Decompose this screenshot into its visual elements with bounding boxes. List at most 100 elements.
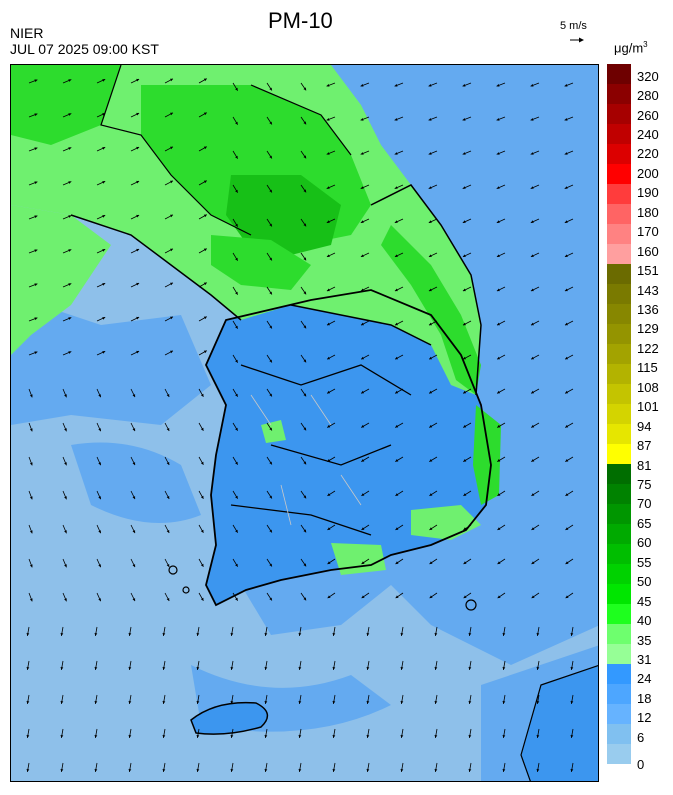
wind-arrow-head [203,214,207,218]
wind-arrow-head [496,152,500,155]
wind-arrow-head [496,186,500,189]
wind-arrow-head [203,282,207,286]
coastline-south [205,289,492,607]
wind-arrow-head [132,598,136,602]
wind-arrow-head [332,667,336,670]
scale-tick-label: 81 [637,457,652,473]
wind-arrow-head [26,769,30,772]
wind-arrow-head [235,325,238,329]
wind-arrow-head [531,390,535,394]
wind-arrow-head [570,633,574,636]
wind-arrow-head [34,317,38,321]
wind-arrow-head [102,181,106,184]
wind-arrow-head [564,152,568,155]
wind-arrow-head [136,112,140,116]
wind-arrow-head [170,214,173,218]
scale-swatch [607,524,631,545]
wind-arrow-head [531,322,534,326]
wind-arrow-head [327,356,331,360]
wind-arrow-head [395,322,398,326]
wind-arrow-head [68,181,72,184]
wind-arrow-head [60,667,64,670]
wind-arrow-head [298,633,302,636]
wind-arrow-head [269,155,272,159]
wind-arrow-head [536,701,540,704]
wind-arrow-head [264,735,268,738]
wind-arrow-head [98,428,101,432]
wind-arrow-head [68,79,72,82]
wind-arrow-head [429,424,433,428]
wind-arrow-head [235,563,238,567]
wind-arrow-head [332,769,336,772]
wind-arrow-head [570,735,574,738]
wind-arrow-head [235,257,238,261]
wind-arrow-head [230,735,234,738]
wind-arrow-head [531,459,535,462]
wind-arrow-head [200,427,204,431]
wind-arrow-head [428,186,432,189]
wind-arrow-head [462,83,466,87]
scale-tick-label: 35 [637,632,652,648]
wind-arrow-head [463,561,467,564]
wind-arrow-head [196,701,200,704]
wind-arrow-head [235,359,238,363]
wind-arrow-head [326,118,330,121]
wind-arrow-head [326,220,330,223]
scale-swatch [607,64,631,85]
wind-arrow-head [530,288,534,292]
wind-arrow-head [536,769,540,772]
wind-arrow-head [570,769,574,772]
wind-arrow-head [496,254,500,257]
wind-arrow-head [34,249,38,253]
wind-arrow-head [361,527,365,530]
wind-arrow-head [463,493,467,496]
wind-arrow-head [303,529,307,533]
wind-arrow-head [564,288,568,292]
wind-arrow-head [394,118,398,121]
wind-arrow-head [502,769,506,772]
scale-swatch [607,504,631,525]
color-scale-bar [607,64,631,765]
scale-swatch [607,304,631,325]
scale-tick-label: 190 [637,185,659,201]
wind-arrow-head [136,146,140,150]
agency-label: NIER [10,25,44,41]
wind-arrow-head [400,735,404,738]
wind-arrow-head [269,393,272,397]
wind-arrow-head [128,701,132,704]
scale-tick-label: 12 [637,710,652,726]
scale-swatch [607,204,631,225]
scale-swatch [607,124,631,145]
wind-arrow-head [434,769,438,772]
wind-arrow-head [200,563,204,567]
wind-arrow-head [269,461,272,465]
wind-arrow-head [428,220,432,223]
wind-arrow-head [468,701,472,704]
wind-arrow-head [132,564,136,568]
scale-swatch [607,284,631,305]
wind-arrow-head [170,316,173,320]
wind-arrow-head [360,83,364,87]
wind-arrow-head [360,254,364,257]
map-title: PM-10 [268,8,333,33]
wind-arrow-head [162,735,166,738]
wind-arrow-head [326,83,330,87]
scale-tick-label: 50 [637,574,652,590]
wind-arrow-head [98,564,101,568]
wind-arrow-head [200,529,204,533]
wind-arrow-head [400,701,404,704]
wind-arrow-head [132,394,136,398]
scale-swatch [607,484,631,505]
wind-arrow-head [132,496,136,500]
wind-arrow-head [502,667,506,670]
province-boundary [230,364,412,536]
wind-arrow-head [565,561,569,564]
province-boundary [100,65,352,236]
wind-arrow-head [98,598,101,602]
wind-arrow-head [468,735,472,738]
wind-arrow-head [497,459,501,462]
wind-arrow-head [230,701,234,704]
wind-arrow-head [269,223,272,227]
wind-arrow-head [166,462,170,465]
wind-arrow-head [196,667,200,670]
